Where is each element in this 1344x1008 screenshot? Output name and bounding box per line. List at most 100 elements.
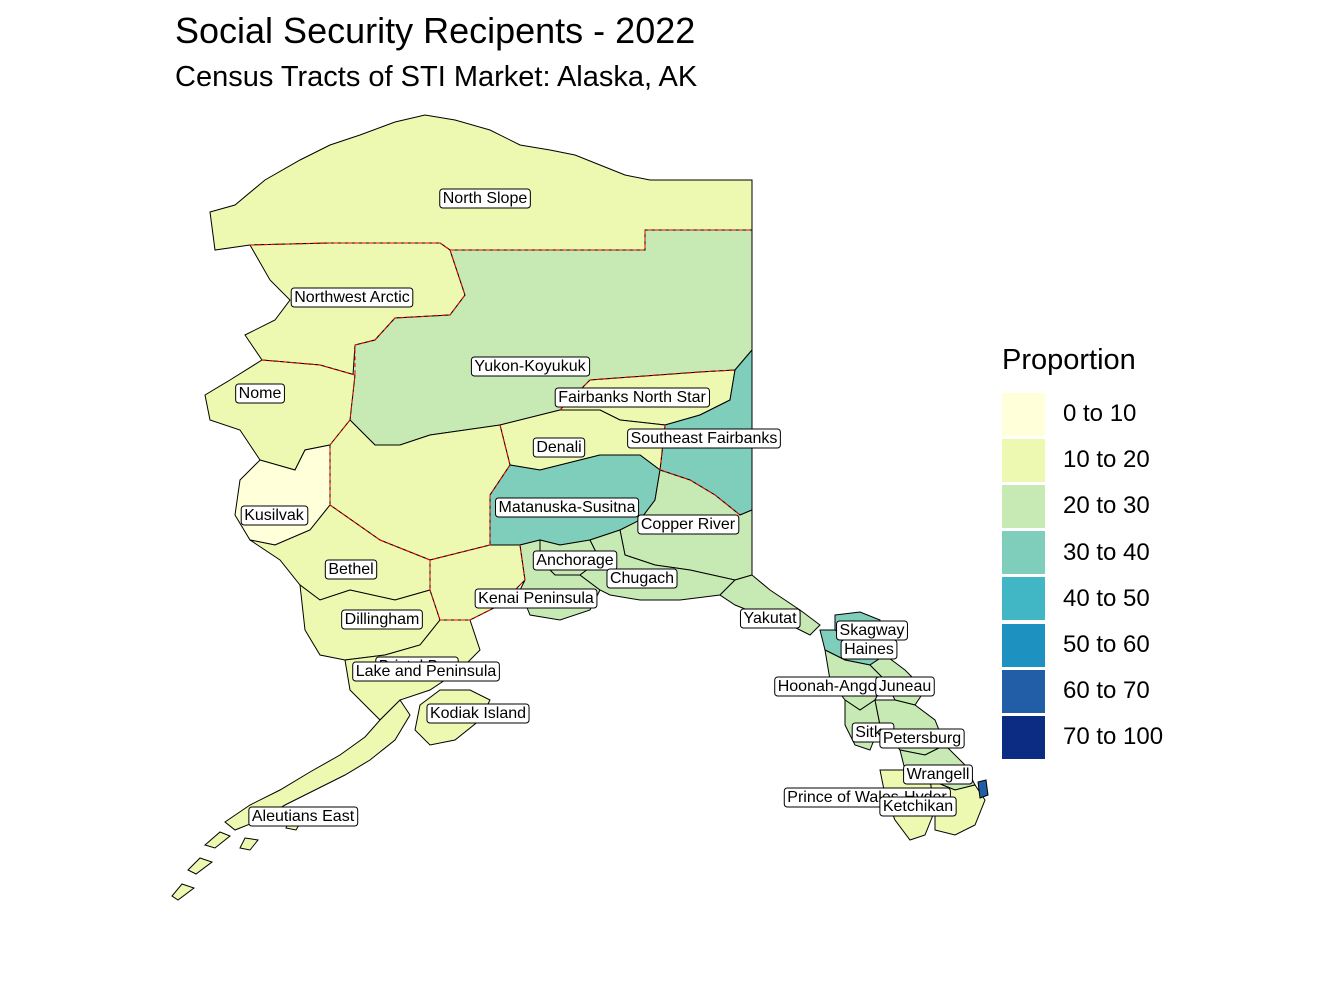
- region-label-box: [235, 383, 285, 404]
- region-label: Denali: [532, 437, 586, 458]
- region-label-text: Hoonah-Angoon: [778, 678, 895, 695]
- legend-label: 40 to 50: [1063, 584, 1150, 612]
- region-label: Kusilvak: [240, 505, 309, 526]
- region-label: Nome: [235, 383, 285, 404]
- region-label-text: North Slope: [443, 190, 528, 207]
- map-title: Social Security Recipents - 2022: [175, 10, 696, 51]
- legend-swatch: [1002, 577, 1045, 621]
- region-label-box: [840, 639, 898, 660]
- region-label: Chugach: [606, 568, 678, 589]
- legend-item: 60 to 70: [1002, 668, 1163, 714]
- legend-swatch: [1002, 392, 1045, 436]
- region-label-text: Bethel: [328, 561, 373, 578]
- region-label-text: Petersburg: [883, 730, 961, 747]
- legend-label: 10 to 20: [1063, 446, 1150, 474]
- legend-swatch: [1002, 531, 1045, 575]
- legend-item: 20 to 30: [1002, 483, 1163, 529]
- region-label-text: Kenai Peninsula: [478, 590, 594, 607]
- region-label-box: [739, 608, 801, 629]
- legend-swatch: [1002, 669, 1045, 713]
- region-label: Copper River: [637, 514, 740, 535]
- legend-label: 60 to 70: [1063, 677, 1150, 705]
- region-label-text: Kodiak Island: [430, 705, 526, 722]
- region-label: Hoonah-Angoon: [774, 676, 898, 697]
- legend-item: 0 to 10: [1002, 391, 1163, 437]
- region-labels: North Slope Northwest Arctic Yukon-Koyukuk…: [235, 188, 973, 827]
- region-label-box: [248, 806, 359, 827]
- region-label: Yukon-Koyukuk: [470, 356, 591, 377]
- region-label-text: Lake and Peninsula: [356, 663, 497, 680]
- region-label-text: Dillingham: [345, 611, 420, 628]
- region-label: Anchorage: [532, 550, 618, 571]
- legend-item: 50 to 60: [1002, 622, 1163, 668]
- legend-label: 0 to 10: [1063, 400, 1137, 428]
- region-label-box: [879, 728, 965, 749]
- region-label-box: [495, 497, 640, 518]
- region-label-text: Northwest Arctic: [294, 289, 410, 306]
- region-label: Wrangell: [903, 764, 973, 785]
- legend-label: 50 to 60: [1063, 631, 1150, 659]
- region-label-box: [532, 437, 586, 458]
- legend-item: 70 to 100: [1002, 714, 1163, 760]
- region-southeast-tip-tract: [977, 779, 989, 799]
- region-label-text: Southeast Fairbanks: [631, 430, 778, 447]
- region-label-text: Chugach: [610, 570, 674, 587]
- region-label-box: [532, 550, 618, 571]
- region-label-text: Nome: [239, 385, 282, 402]
- region-label-box: [875, 676, 935, 697]
- region-label-text: Matanuska-Susitna: [499, 499, 636, 516]
- region-label-box: [352, 661, 500, 682]
- region-label-box: [341, 609, 423, 630]
- region-label-box: [474, 588, 598, 609]
- region-label-box: [324, 559, 378, 580]
- region-label-text: Skagway: [840, 622, 905, 639]
- legend-item: 30 to 40: [1002, 530, 1163, 576]
- legend-items: 0 to 10 10 to 20 20 to 30 30 to 40 40 to 50 5…: [1002, 391, 1163, 761]
- legend-swatch: [1002, 623, 1045, 667]
- legend: Proportion 0 to 10 10 to 20 20 to 30 30 to …: [1002, 344, 1163, 761]
- legend-label: 70 to 100: [1063, 723, 1164, 751]
- region-label: North Slope: [439, 188, 531, 209]
- region-label-box: [879, 796, 957, 817]
- region-label: Northwest Arctic: [290, 287, 414, 308]
- region-label-box: [554, 387, 710, 408]
- legend-item: 10 to 20: [1002, 437, 1163, 483]
- region-label-text: Yakutat: [743, 610, 797, 627]
- region-label: Yakutat: [739, 608, 801, 629]
- region-label-box: [439, 188, 531, 209]
- region-label: Ketchikan: [879, 796, 957, 817]
- legend-swatch: [1002, 438, 1045, 482]
- region-label-text: Wrangell: [907, 766, 970, 783]
- region-label-box: [903, 764, 973, 785]
- region-label-box: [240, 505, 309, 526]
- legend-label: 20 to 30: [1063, 492, 1150, 520]
- region-label-text: Yukon-Koyukuk: [474, 358, 586, 375]
- region-label-text: Kusilvak: [244, 507, 305, 524]
- legend-title: Proportion: [1002, 344, 1136, 376]
- region-label: Fairbanks North Star: [554, 387, 710, 408]
- region-label: Matanuska-Susitna: [495, 497, 640, 518]
- region-label-box: [606, 568, 678, 589]
- region-label-text: Fairbanks North Star: [558, 389, 706, 406]
- aleutian-islands: [171, 817, 303, 901]
- region-label: Dillingham: [341, 609, 423, 630]
- region-label-text: Copper River: [641, 516, 736, 533]
- region-label-text: Haines: [844, 641, 894, 658]
- region-label: Bethel: [324, 559, 378, 580]
- region-label-text: Ketchikan: [883, 798, 953, 815]
- region-label: Lake and Peninsula: [352, 661, 500, 682]
- region-label: Petersburg: [879, 728, 965, 749]
- region-label: Haines: [840, 639, 898, 660]
- region-label-box: [637, 514, 740, 535]
- region-label-box: [627, 428, 781, 449]
- region-label-box: [426, 703, 530, 724]
- region-label-text: Anchorage: [536, 552, 613, 569]
- alaska-map: North Slope Northwest Arctic Yukon-Koyukuk…: [171, 114, 989, 901]
- legend-label: 30 to 40: [1063, 538, 1150, 566]
- legend-swatch: [1002, 715, 1045, 759]
- legend-item: 40 to 50: [1002, 576, 1163, 622]
- legend-swatch: [1002, 484, 1045, 528]
- region-label: Aleutians East: [248, 806, 359, 827]
- region-label: Skagway: [836, 620, 908, 641]
- region-label: Kodiak Island: [426, 703, 530, 724]
